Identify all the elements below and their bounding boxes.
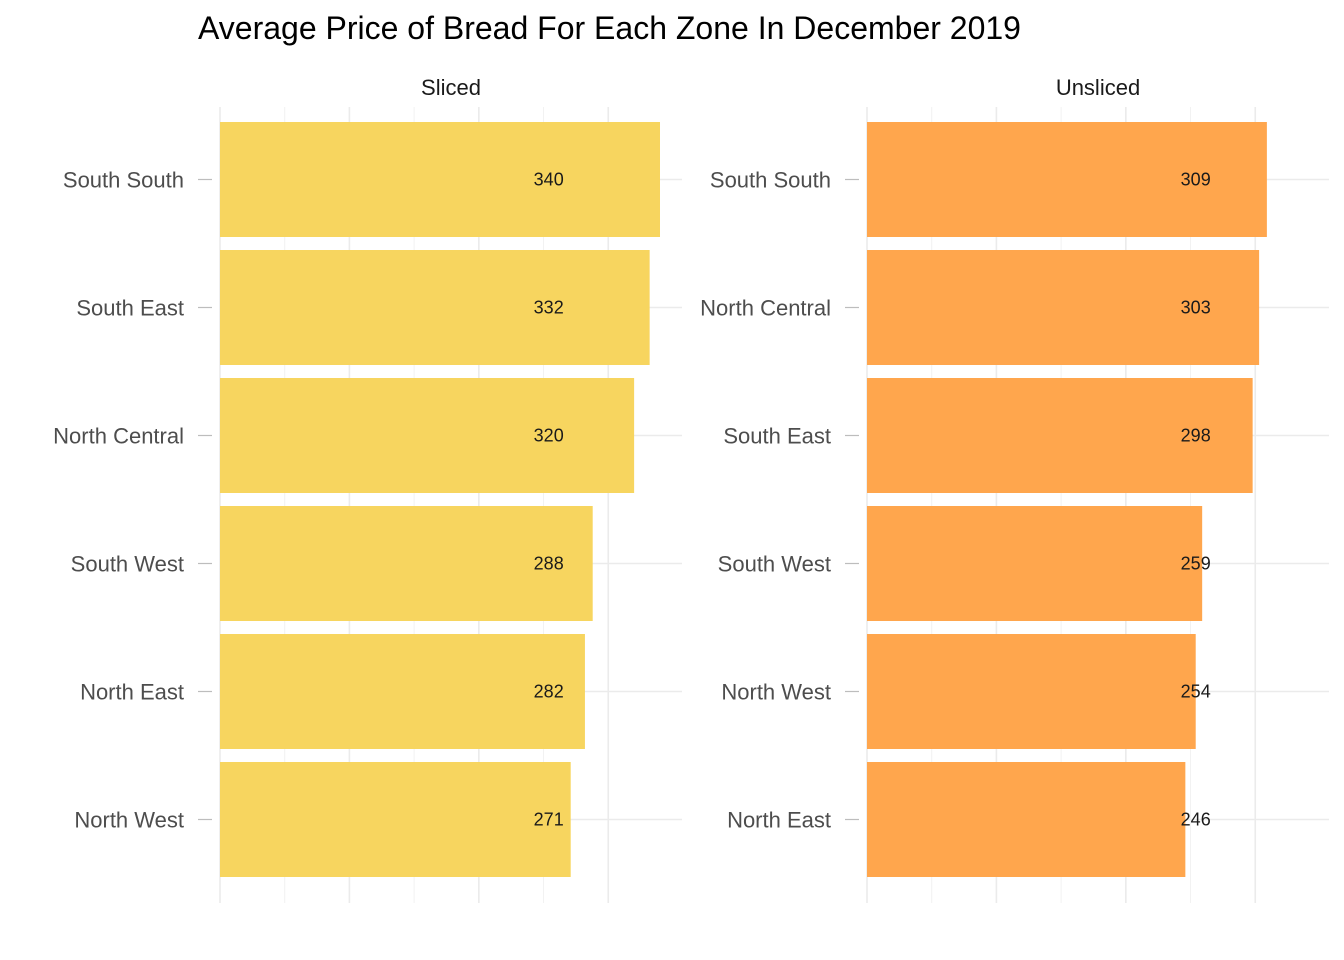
category-label: North East: [727, 808, 831, 833]
data-label: 254: [1181, 682, 1211, 702]
facet-panel-sliced: Sliced South South 340 South East 332 North C…: [53, 75, 682, 903]
category-label: North West: [721, 680, 831, 705]
data-label: 340: [534, 170, 564, 190]
bar: [867, 122, 1267, 237]
bar: [867, 378, 1253, 493]
category-label: South West: [718, 552, 831, 577]
data-label: 298: [1181, 426, 1211, 446]
bar: [867, 762, 1186, 877]
category-label: North Central: [700, 296, 831, 321]
data-label: 309: [1181, 170, 1211, 190]
category-label: South East: [76, 296, 184, 321]
facet-strip-label: Unsliced: [1056, 75, 1140, 100]
category-label: North Central: [53, 424, 184, 449]
category-label: North East: [80, 680, 184, 705]
data-label: 259: [1181, 554, 1211, 574]
bar: [220, 122, 660, 237]
bar: [220, 634, 585, 749]
data-label: 288: [534, 554, 564, 574]
bar: [220, 378, 635, 493]
chart-title: Average Price of Bread For Each Zone In …: [198, 10, 1021, 46]
category-label: South South: [710, 168, 831, 193]
bar: [220, 506, 593, 621]
data-label: 246: [1181, 810, 1211, 830]
category-label: South East: [723, 424, 831, 449]
data-label: 271: [534, 810, 564, 830]
bar: [220, 250, 650, 365]
facet-panel-unsliced: Unsliced South South 309 North Central 303 So…: [700, 75, 1329, 903]
bar: [867, 506, 1203, 621]
bar: [867, 250, 1260, 365]
bar: [220, 762, 571, 877]
data-label: 282: [534, 682, 564, 702]
data-label: 320: [534, 426, 564, 446]
bar: [867, 634, 1196, 749]
data-label: 303: [1181, 298, 1211, 318]
data-label: 332: [534, 298, 564, 318]
category-label: South South: [63, 168, 184, 193]
category-label: North West: [74, 808, 184, 833]
category-label: South West: [71, 552, 184, 577]
facet-strip-label: Sliced: [421, 75, 481, 100]
